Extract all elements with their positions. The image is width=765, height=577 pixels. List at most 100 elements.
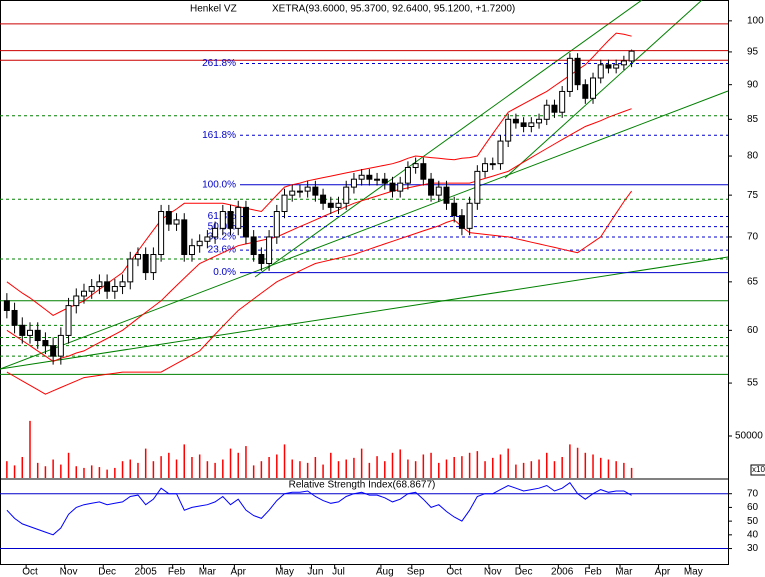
volume-bar — [615, 461, 617, 478]
volume-bar — [384, 461, 386, 478]
candle-body — [335, 202, 342, 208]
volume-bar — [21, 457, 24, 478]
volume-bar — [152, 461, 155, 478]
volume-bar — [399, 449, 401, 478]
candle-body — [181, 219, 188, 256]
volume-bar — [160, 456, 162, 478]
trend-lines — [0, 0, 729, 370]
volume-bar — [237, 452, 239, 478]
y-tick-label: 70 — [747, 232, 759, 243]
candle-body — [119, 281, 126, 288]
y-tick-label: 100 — [747, 15, 764, 26]
candle-body — [543, 104, 550, 120]
volume-bar — [468, 452, 471, 478]
chart-title: Henkel VZ — [190, 4, 237, 15]
candle-body — [219, 211, 226, 229]
volume-bar — [623, 462, 625, 478]
volume-bar — [592, 454, 594, 478]
fib-label: 100.0% — [202, 179, 236, 190]
volume-bar — [391, 452, 394, 478]
candle-body — [597, 64, 604, 79]
y-tick-label: 65 — [747, 276, 759, 287]
volume-bar — [484, 461, 486, 478]
candle-body — [235, 206, 242, 229]
x-tick-label: Nov — [484, 567, 502, 577]
candle-body — [19, 324, 26, 336]
candle-body — [397, 182, 404, 192]
candle-body — [327, 202, 334, 208]
candle-body — [605, 64, 612, 69]
candle-body — [258, 254, 265, 264]
x-tick-label: Mar — [615, 567, 633, 577]
y-tick-label: 60 — [747, 325, 759, 336]
candle-body — [536, 118, 543, 124]
volume-bar — [191, 457, 193, 478]
candle-body — [451, 202, 458, 217]
y-tick-label: 90 — [747, 79, 759, 90]
fib-label: 161.8% — [202, 130, 236, 141]
candle-body — [389, 182, 396, 192]
x-tick-label: Sep — [407, 567, 425, 577]
candle-body — [582, 84, 589, 99]
volume-bar — [499, 454, 502, 478]
volume-bar — [198, 454, 201, 478]
volume-bar — [36, 462, 39, 478]
volume-bar — [476, 451, 479, 478]
fib-label: 0.0% — [213, 267, 236, 278]
rsi-tick-label: 60 — [747, 502, 759, 513]
candle-body — [173, 219, 180, 225]
candle-body — [505, 118, 512, 142]
x-tick-label: 2006 — [551, 567, 574, 577]
volume-unit: x100 — [752, 465, 765, 474]
volume-bar — [121, 461, 124, 478]
candle-body — [296, 190, 303, 193]
volume-bar — [245, 446, 247, 478]
volume-bar — [453, 457, 455, 478]
x-tick-label: Dec — [98, 567, 116, 577]
candle-body — [289, 190, 296, 196]
candle-body — [111, 286, 118, 292]
candle-body — [158, 211, 165, 256]
volume-bar — [576, 447, 579, 478]
volume-bar — [29, 420, 31, 478]
candle-body — [73, 295, 80, 307]
volume-bar — [584, 452, 587, 478]
y-tick-label: 95 — [747, 47, 759, 58]
candle-body — [520, 122, 527, 127]
x-tick-label: Jun — [307, 567, 323, 577]
candle-body — [96, 281, 103, 288]
volume-bar — [522, 462, 525, 478]
volume-bar — [83, 467, 85, 478]
volume-bar — [314, 457, 317, 478]
candle-body — [366, 174, 373, 180]
y-tick-label: 85 — [747, 114, 759, 125]
candle-body — [273, 211, 280, 238]
volume-bar — [98, 467, 101, 478]
x-tick-label: Jul — [332, 567, 345, 577]
candle-body — [528, 122, 535, 127]
fib-label: 261.8% — [202, 58, 236, 69]
candle-body — [428, 178, 435, 196]
volume-bar — [422, 454, 425, 478]
bollinger-lower — [6, 190, 633, 395]
rsi-tick-label: 30 — [747, 543, 759, 554]
rsi-line — [6, 481, 632, 536]
candle-body — [512, 118, 519, 124]
volume-bar — [345, 459, 347, 478]
candle-body — [150, 254, 157, 274]
volume-bar — [114, 467, 116, 478]
unit-box — [750, 464, 765, 476]
volume-bar — [360, 448, 363, 478]
volume-bar — [260, 461, 263, 478]
x-tick-label: Feb — [584, 567, 602, 577]
volume-bar — [222, 459, 224, 478]
candle-body — [320, 194, 327, 204]
volume-bar — [337, 461, 340, 478]
volume-bar — [414, 461, 417, 478]
volume-bar — [206, 461, 209, 478]
candle-body — [26, 329, 33, 336]
candle-body — [34, 329, 41, 342]
x-tick-label: Apr — [230, 567, 246, 577]
volume-bar — [438, 462, 440, 478]
